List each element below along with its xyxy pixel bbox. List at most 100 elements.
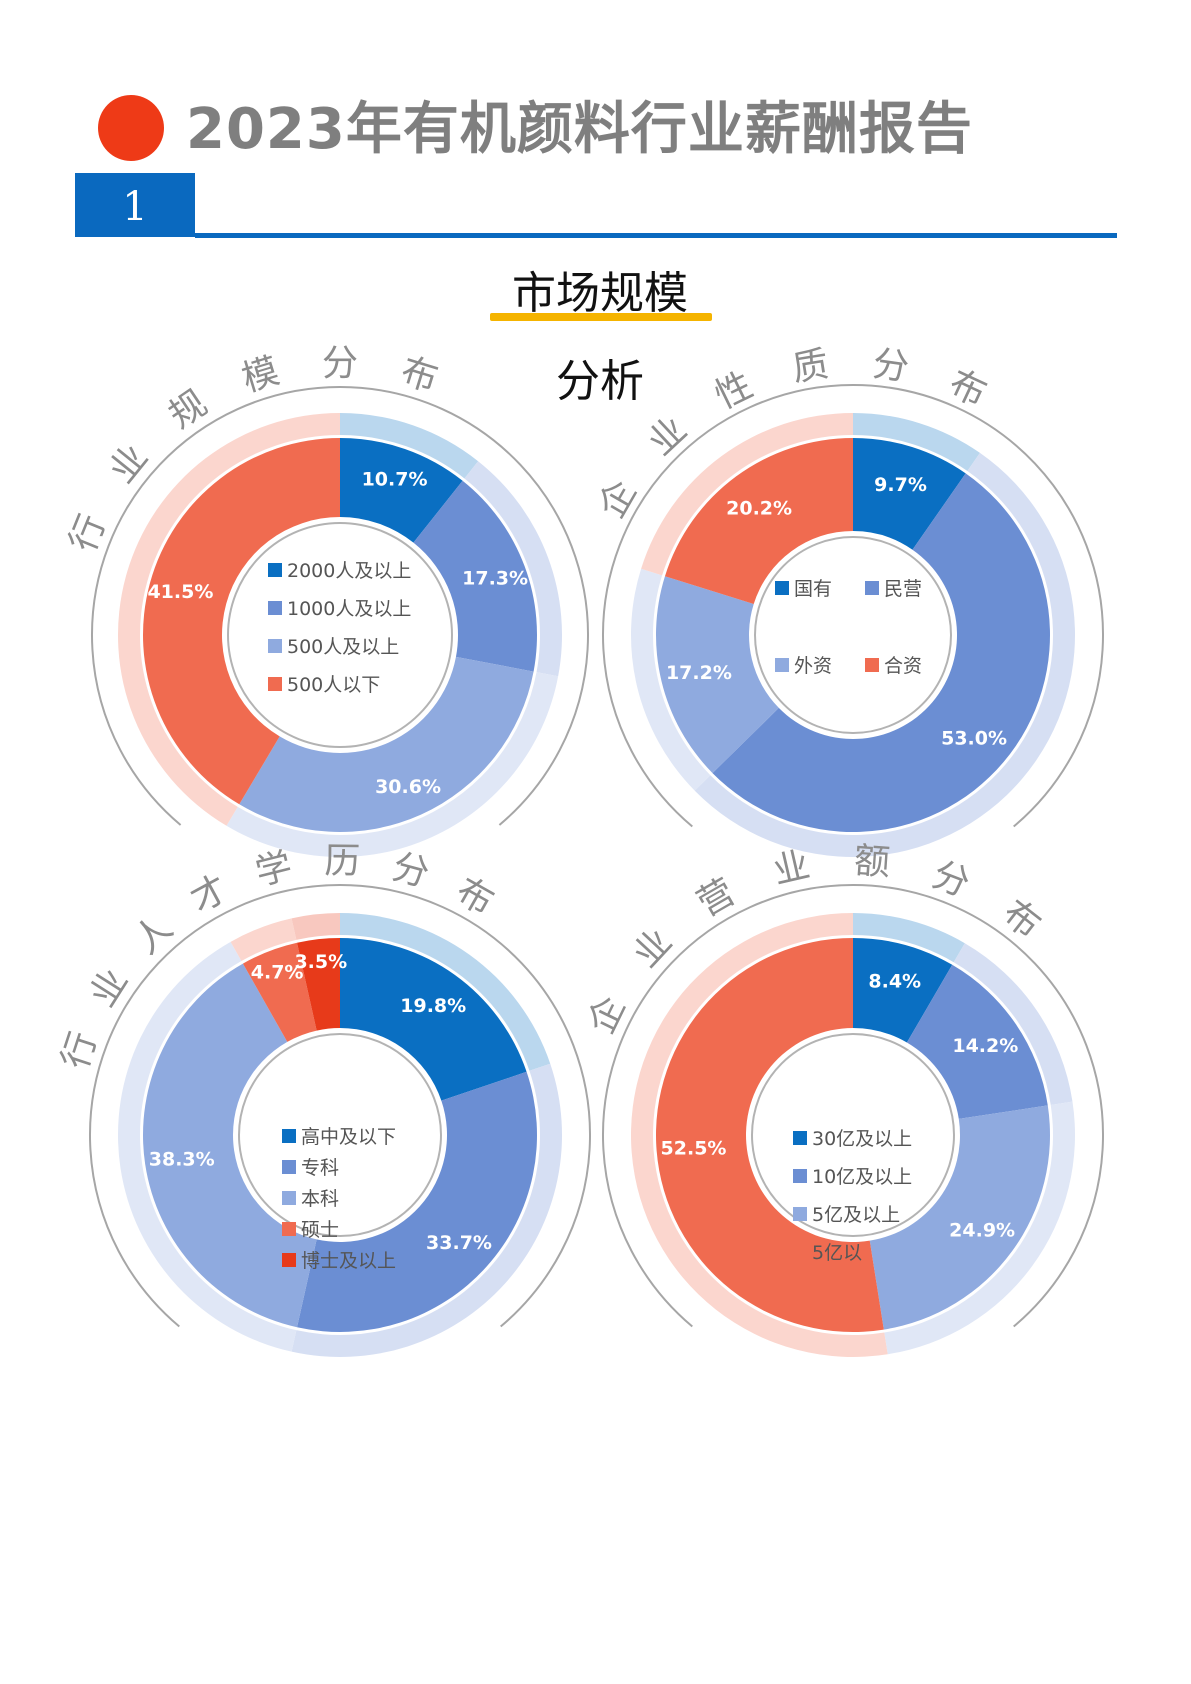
chart-title-char: 业 [102, 437, 157, 491]
donut-slice-4 [664, 438, 853, 604]
section-subtitle: 市场规模 [512, 268, 688, 319]
legend-label-4: 5亿以 [812, 1242, 862, 1264]
legend-label-5: 博士及以上 [301, 1250, 396, 1272]
legend-swatch-3 [775, 658, 789, 672]
donut-slice-4 [143, 438, 340, 805]
donut-band-1 [853, 913, 965, 963]
donut-band-2 [464, 461, 562, 677]
chart-revenue: 8.4%14.2%24.9%52.5% 30亿及以上10亿及以上5亿及以上5亿以企… [581, 840, 1104, 1357]
donut-slice-2 [297, 1071, 537, 1332]
chart-title-char: 业 [641, 409, 695, 464]
legend-swatch-1 [775, 581, 789, 595]
legend-swatch-1 [793, 1131, 807, 1145]
chart-title-char: 模 [237, 350, 283, 400]
donut-band-2 [953, 943, 1073, 1105]
legend-label-3: 外资 [794, 655, 832, 677]
donut-band-4 [641, 413, 853, 576]
chart-title-char: 布 [396, 350, 442, 400]
chart-title-char: 行 [55, 1027, 105, 1074]
donut-center [754, 536, 952, 734]
donut-band-5 [291, 913, 340, 940]
donut-slice-2 [413, 480, 538, 672]
section-tab [75, 173, 195, 237]
chart-title-char: 分 [322, 343, 358, 384]
chart-title-char: 布 [995, 892, 1049, 946]
legend-swatch-1 [282, 1129, 296, 1143]
chart-title-char: 业 [82, 962, 136, 1014]
chart-title-char: 布 [943, 363, 993, 415]
donut-slice-1 [340, 438, 463, 543]
legend-swatch-2 [793, 1169, 807, 1183]
chart-title-char: 人 [126, 908, 180, 963]
outer-decor-arc [91, 386, 589, 826]
legend-swatch-2 [268, 601, 282, 615]
donut-band-3 [226, 672, 559, 858]
donut-band-1 [340, 913, 551, 1071]
legend-swatch-1 [268, 563, 282, 577]
slice-label-2: 33.7% [426, 1232, 492, 1254]
donut-slice-4 [655, 938, 884, 1332]
donut-band-4 [117, 413, 340, 826]
donut-center [227, 522, 453, 748]
slice-label-2: 17.3% [462, 567, 528, 589]
chart-title-char: 业 [626, 921, 681, 975]
legend-label-3: 5亿及以上 [812, 1204, 900, 1226]
legend-swatch-3 [282, 1191, 296, 1205]
section-subtitle-line2: 分析 [556, 356, 644, 407]
legend-swatch-4 [268, 677, 282, 691]
legend-label-4: 合资 [884, 655, 922, 677]
chart-ownership-type: 9.7% 53.0% 17.2% 20.2% 国有 民营外资 合资 企业性质分布 [591, 343, 1104, 857]
donut-slice-2 [906, 964, 1048, 1119]
section-rule [195, 233, 1117, 238]
page-title: 2023年有机颜料行业薪酬报告 [186, 97, 973, 162]
slice-label-3: 30.6% [375, 776, 441, 798]
legend-label-2: 民营 [884, 578, 922, 600]
donut-band-2 [291, 1063, 562, 1357]
legend-label-2: 1000人及以上 [287, 598, 411, 620]
legend-label-3: 500人及以上 [287, 636, 399, 658]
legend-label-1: 国有 [794, 578, 832, 600]
legend-label-1: 30亿及以上 [812, 1128, 912, 1150]
donut-band-1 [340, 413, 479, 479]
donut-band-2 [694, 452, 1075, 857]
slice-label-4: 41.5% [147, 581, 213, 603]
slice-label-2: 53.0% [941, 727, 1007, 749]
chart-title-char: 额 [853, 840, 892, 883]
donut-center [238, 1033, 442, 1237]
slice-label-5: 3.5% [294, 951, 347, 973]
legend-swatch-2 [282, 1160, 296, 1174]
section-number: 1 [122, 184, 148, 230]
subtitle-underline [490, 313, 712, 321]
slice-label-3: 38.3% [149, 1149, 215, 1171]
donut-slice-2 [712, 473, 1050, 832]
legend-swatch-3 [793, 1207, 807, 1221]
slice-label-1: 9.7% [874, 474, 927, 496]
donut-slice-1 [853, 438, 966, 550]
chart-title-char: 性 [709, 365, 759, 418]
slice-label-1: 19.8% [400, 995, 466, 1017]
donut-band-4 [230, 918, 297, 961]
donut-slice-4 [242, 942, 317, 1042]
slice-label-4: 20.2% [726, 497, 792, 519]
slice-label-4: 4.7% [251, 962, 304, 984]
chart-title-char: 规 [162, 383, 215, 437]
chart-title-char: 分 [870, 343, 911, 389]
chart-title-char: 营 [690, 871, 742, 925]
donut-band-3 [631, 568, 711, 791]
title-bullet-dot [98, 95, 164, 161]
legend-label-3: 本科 [301, 1188, 339, 1210]
legend-label-4: 500人以下 [287, 674, 380, 696]
donut-slice-1 [853, 938, 953, 1043]
donut-slice-3 [239, 656, 534, 832]
outer-decor-arc [602, 884, 1104, 1328]
legend-swatch-2 [865, 581, 879, 595]
slice-label-1: 10.7% [362, 469, 428, 491]
legend-swatch-5 [282, 1253, 296, 1267]
outer-decor-arc [602, 384, 1104, 828]
donut-band-3 [117, 941, 297, 1352]
donut-slice-3 [656, 576, 779, 774]
legend-swatch-4 [793, 1245, 807, 1259]
outer-decor-arc [89, 884, 591, 1328]
legend-swatch-4 [865, 658, 879, 672]
legend-label-4: 硕士 [301, 1219, 339, 1241]
